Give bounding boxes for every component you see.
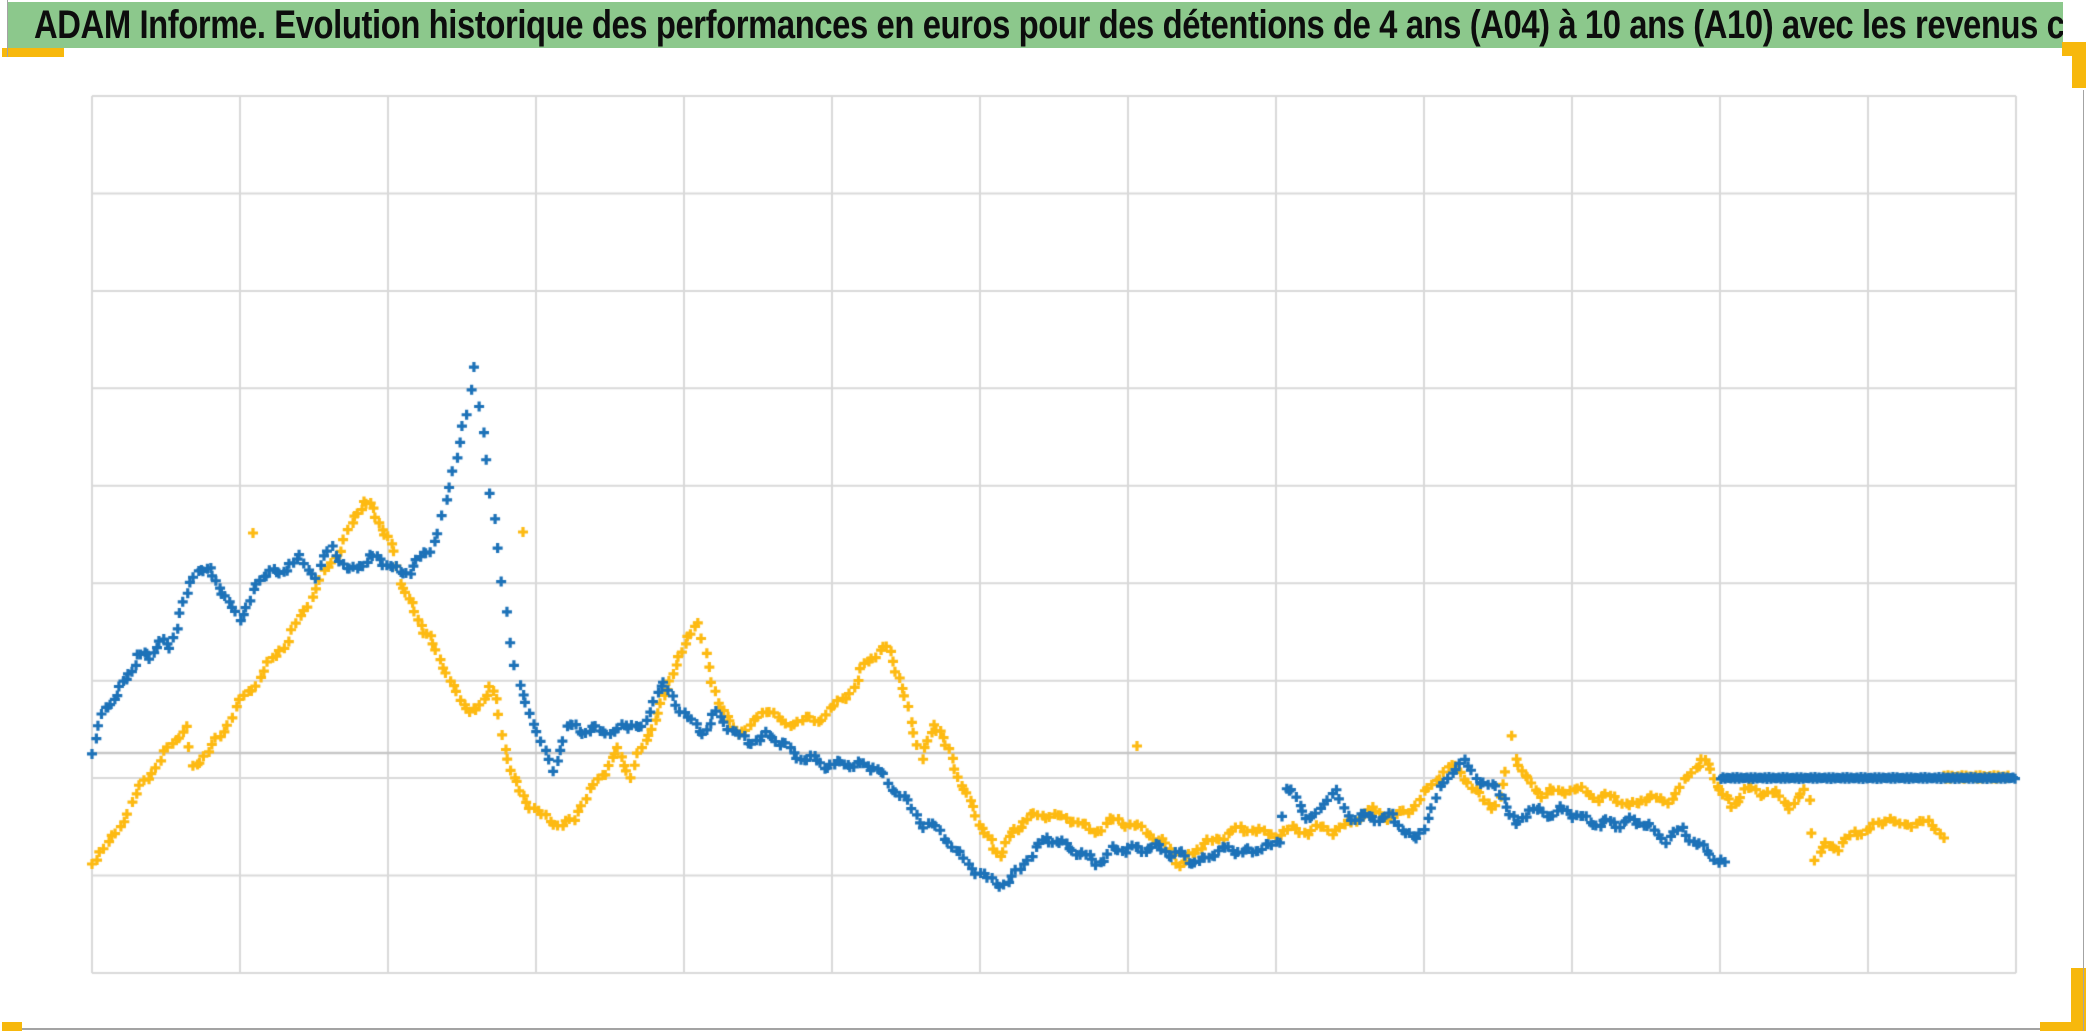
performance-scatter-chart	[0, 0, 2086, 1031]
app-window: ADAM Informe. Evolution historique des p…	[0, 0, 2086, 1031]
